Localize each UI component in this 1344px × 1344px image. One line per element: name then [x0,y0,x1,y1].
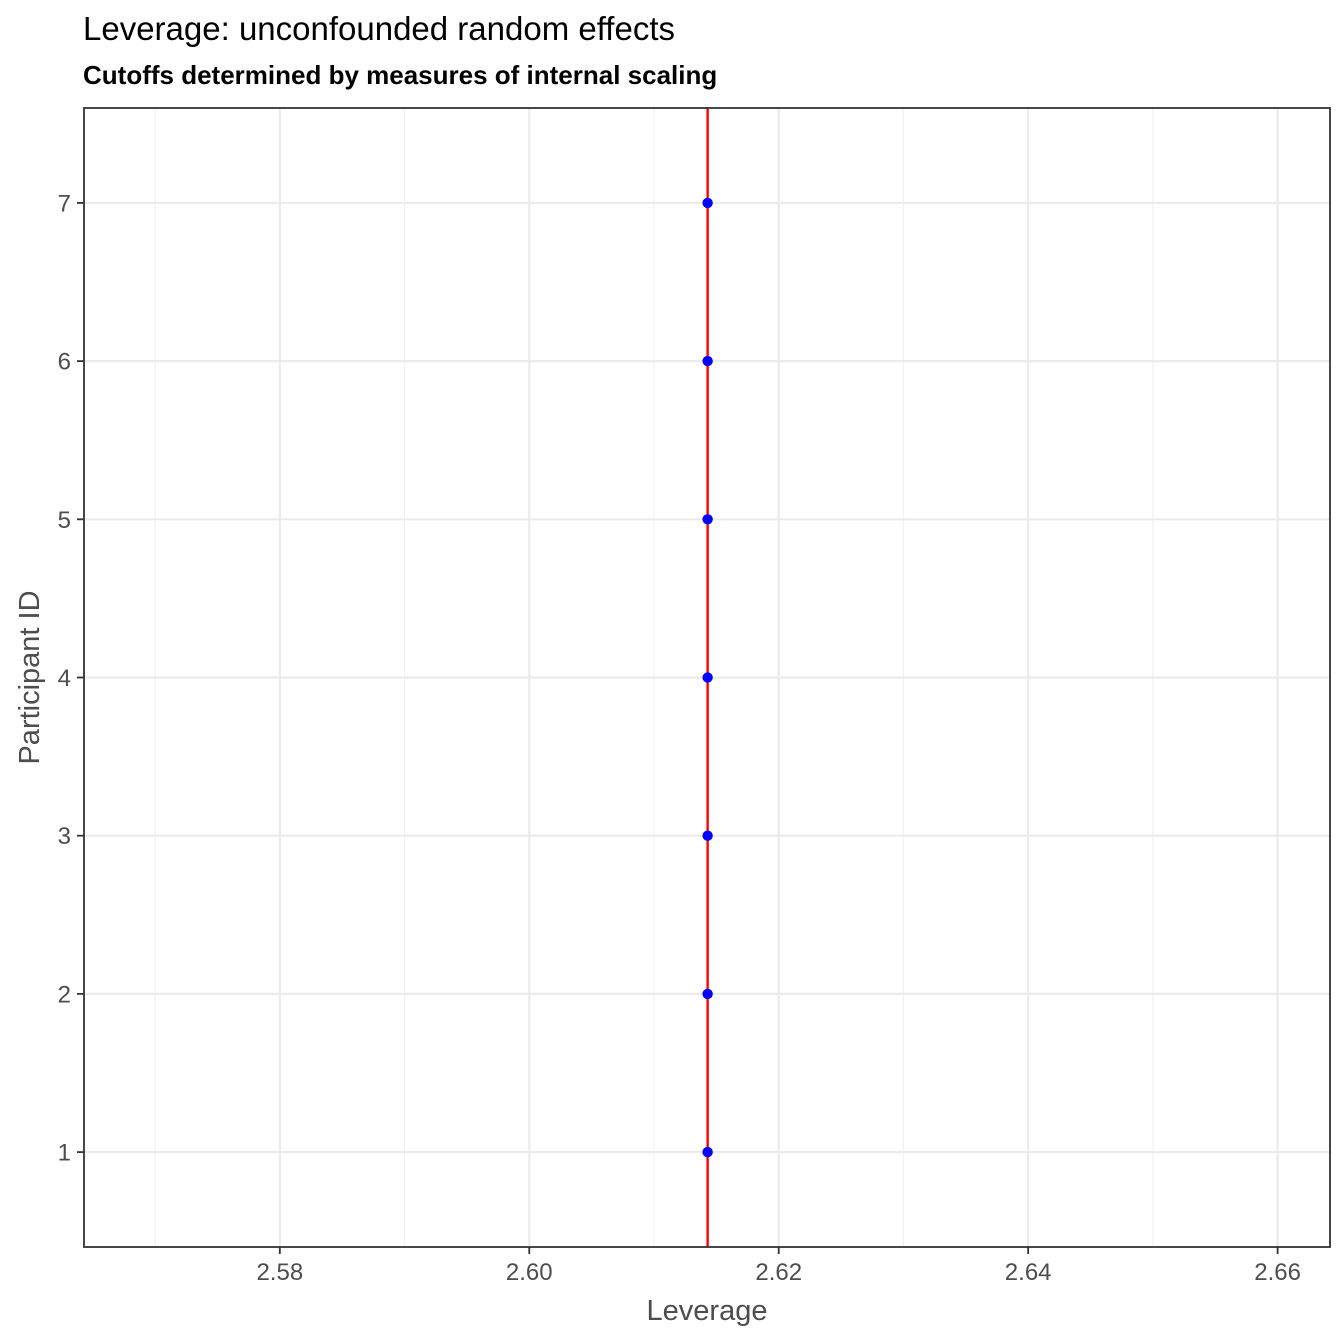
x-tick-label: 2.60 [506,1259,553,1286]
chart-title: Leverage: unconfounded random effects [83,10,675,47]
y-tick-label: 1 [58,1140,71,1167]
data-points [702,197,713,1158]
x-axis-ticks: 2.58 2.60 2.62 2.64 2.66 [256,1247,1301,1286]
x-axis-title: Leverage [647,1295,768,1327]
data-point [702,1146,713,1158]
x-tick-label: 2.64 [1005,1259,1052,1286]
y-axis-title: Participant ID [14,590,46,764]
data-point [702,197,713,209]
data-point [702,355,713,367]
data-point [702,830,713,841]
y-tick-label: 4 [58,665,71,692]
y-tick-label: 6 [58,349,71,376]
x-tick-label: 2.66 [1254,1259,1301,1286]
y-tick-label: 2 [58,981,71,1008]
data-point [702,514,713,525]
data-point [702,672,713,683]
x-tick-label: 2.58 [256,1259,303,1286]
chart-subtitle: Cutoffs determined by measures of intern… [83,60,718,90]
data-point [702,988,713,1000]
y-tick-label: 3 [58,823,71,850]
y-tick-label: 5 [58,507,71,534]
y-tick-label: 7 [58,190,71,217]
x-tick-label: 2.62 [755,1259,802,1286]
y-axis-ticks: 1 2 3 4 5 6 7 [58,190,84,1167]
